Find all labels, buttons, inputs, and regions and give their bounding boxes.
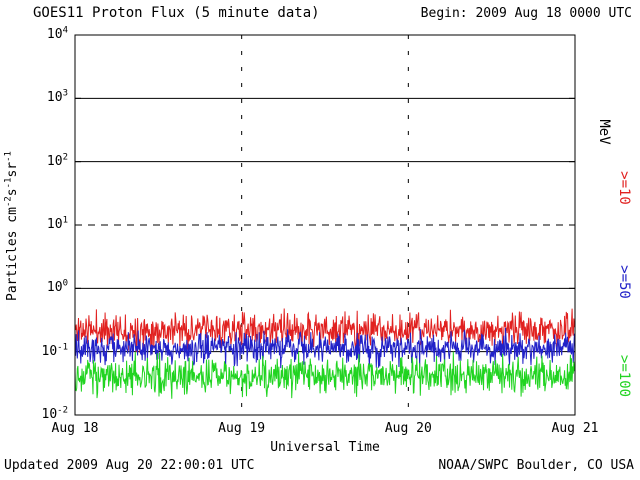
noaa-credit: NOAA/SWPC Boulder, CO USA	[438, 458, 634, 473]
series-line->=10	[74, 308, 576, 355]
chart-title: GOES11 Proton Flux (5 minute data)	[33, 5, 320, 21]
series-line->=50	[74, 327, 576, 369]
begin-timestamp: Begin: 2009 Aug 18 0000 UTC	[420, 6, 632, 21]
plot-frame	[74, 34, 576, 416]
series-line->=100	[74, 351, 576, 399]
updated-timestamp: Updated 2009 Aug 20 22:00:01 UTC	[4, 458, 255, 473]
